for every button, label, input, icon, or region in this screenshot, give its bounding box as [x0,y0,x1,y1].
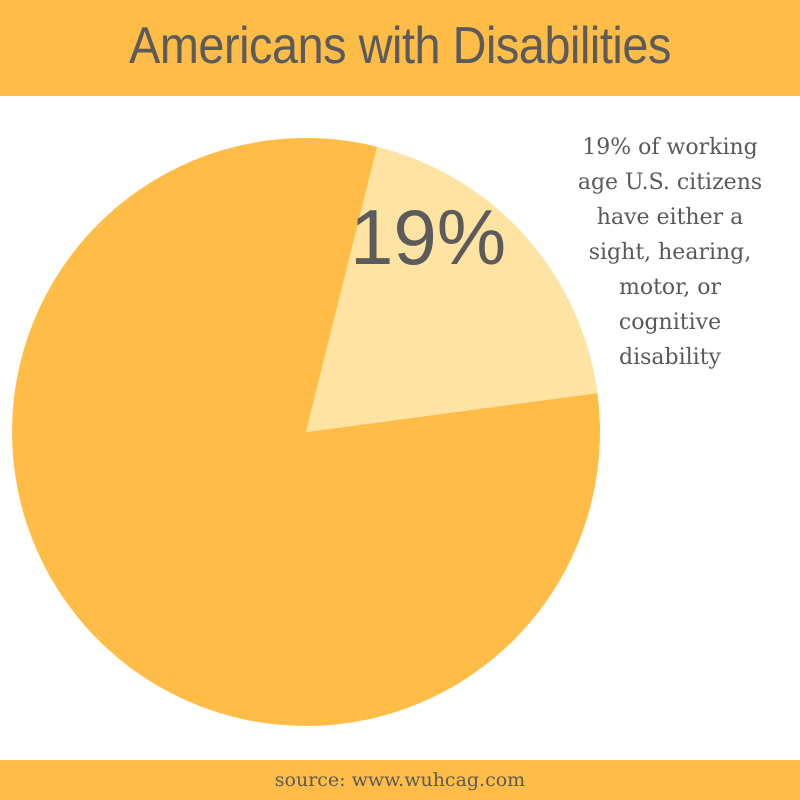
slice-label: 19% [350,193,506,281]
header-bar: Americans with Disabilities [0,0,800,96]
chart-title: Americans with Disabilities [129,17,671,75]
annotation-line: motor, or [618,275,722,300]
annotation-line: disability [619,345,721,370]
annotation-line: age U.S. citizens [577,170,763,195]
annotation-line: 19% of working [582,135,758,160]
pie-slice-highlight [306,146,598,432]
annotation-line: have either a [596,205,744,230]
annotation-line: sight, hearing, [588,240,752,265]
pie-slices: 19% [12,138,601,727]
annotation-text: 19% of working age U.S. citizens have ei… [548,130,792,375]
annotation-line: cognitive [618,310,722,335]
footer-bar: source: www.wuhcag.com [0,760,800,800]
source-text: source: www.wuhcag.com [274,769,526,791]
pie-chart: 19% [12,138,601,727]
